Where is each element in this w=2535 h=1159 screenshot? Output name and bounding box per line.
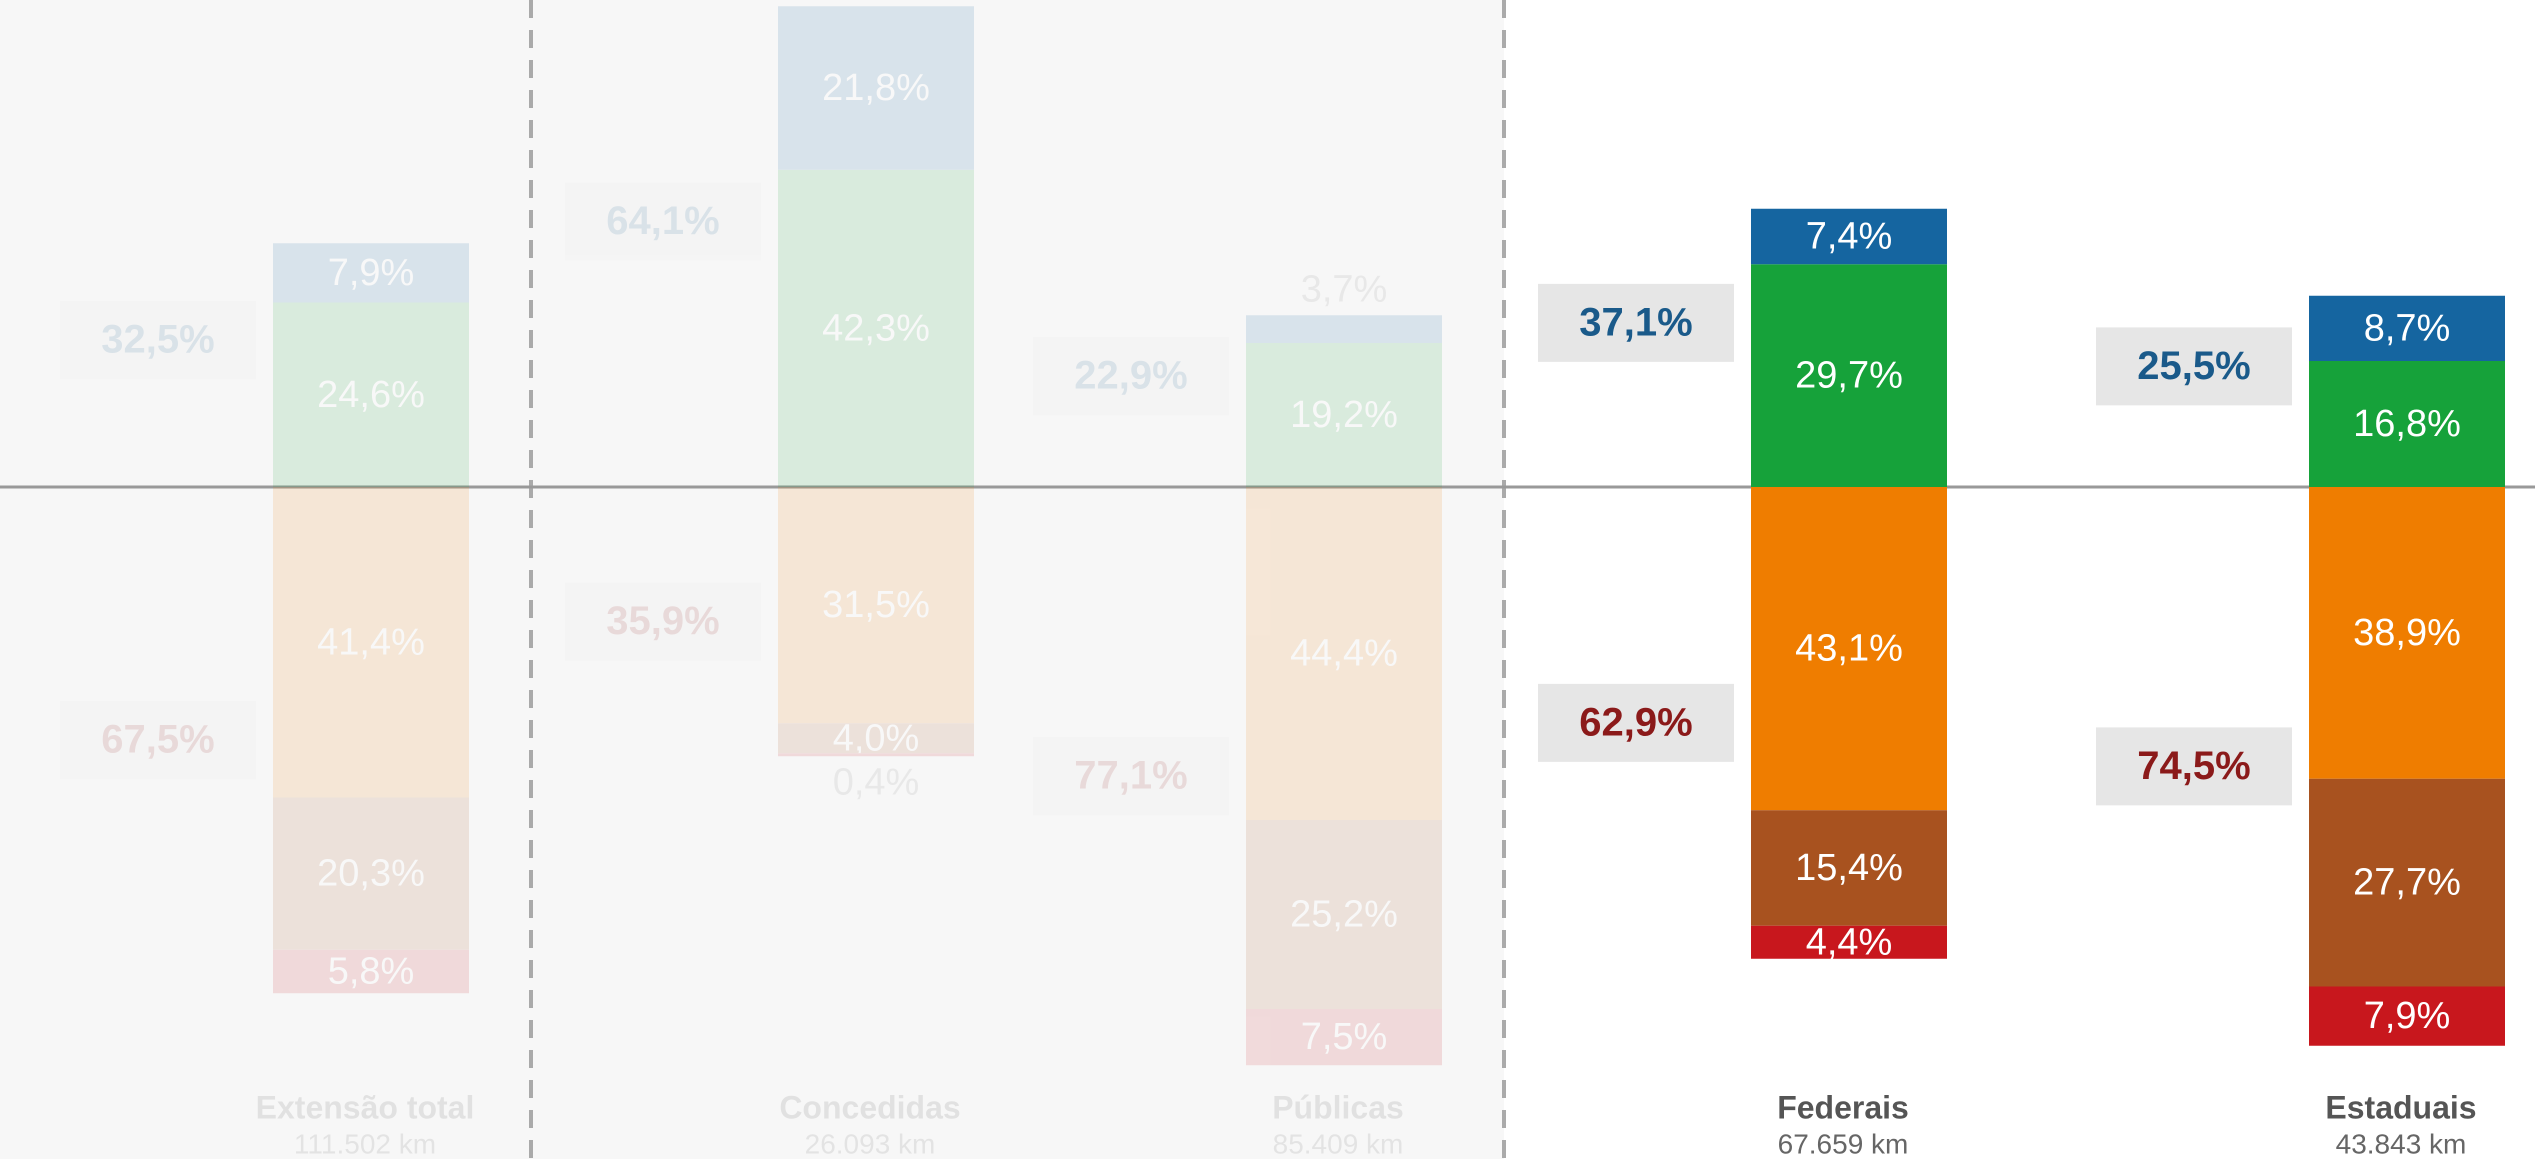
bar-group: 16,8% 8,7% 38,9% 27,7% 7,9% 25,5% 74,5% Estadua…	[2096, 295, 2505, 1159]
segment-label: 38,9%	[2353, 612, 2461, 654]
total-box	[60, 301, 256, 380]
bar-segment	[1246, 820, 1442, 1009]
bar-segment	[778, 487, 974, 724]
total-label: 32,5%	[101, 318, 214, 362]
total-label: 74,5%	[2137, 744, 2250, 788]
segment-label: 3,7%	[1301, 268, 1388, 310]
bar-segment	[273, 243, 469, 303]
bar-segment	[2309, 295, 2505, 361]
segment-label: 21,8%	[822, 67, 930, 109]
bar-segment	[1751, 925, 1947, 959]
category-sublabel: 85.409 km	[1273, 1128, 1404, 1159]
bar-segment	[1246, 1009, 1442, 1066]
bar-group: 29,7% 7,4% 43,1% 15,4% 4,4% 37,1% 62,9% Federai…	[1538, 208, 1947, 1159]
segment-label: 4,4%	[1806, 921, 1893, 963]
segment-label: 24,6%	[317, 374, 425, 416]
bar-segment	[2309, 487, 2505, 779]
segment-label: 27,7%	[2353, 862, 2461, 904]
bar-segment	[1751, 810, 1947, 926]
total-label: 77,1%	[1074, 754, 1187, 798]
segment-label: 0,4%	[833, 761, 920, 803]
category-label: Públicas	[1272, 1089, 1404, 1125]
segment-label: 29,7%	[1795, 355, 1903, 397]
category-label: Extensão total	[256, 1089, 475, 1125]
category-label: Concedidas	[779, 1089, 960, 1125]
category-sublabel: 67.659 km	[1778, 1128, 1909, 1159]
total-box	[2096, 327, 2292, 406]
segment-label: 7,9%	[2364, 995, 2451, 1037]
total-label: 64,1%	[606, 199, 719, 243]
segment-label: 7,5%	[1301, 1016, 1388, 1058]
total-label: 37,1%	[1579, 300, 1692, 344]
bar-group: 19,2% 3,7% 44,4% 25,2% 7,5% 22,9% 77,1% Pública…	[1033, 268, 1442, 1159]
bar-segment	[778, 753, 974, 757]
segment-label: 19,2%	[1290, 394, 1398, 436]
bar-segment	[2309, 778, 2505, 987]
faded-panel	[0, 0, 1504, 1159]
segment-label: 31,5%	[822, 584, 930, 626]
total-box	[1033, 337, 1229, 416]
total-box	[2096, 727, 2292, 806]
bar-segment	[1246, 315, 1442, 343]
bar-segment	[273, 487, 469, 798]
bar-segment	[778, 723, 974, 754]
total-label: 35,9%	[606, 599, 719, 643]
category-label: Federais	[1777, 1089, 1909, 1125]
segment-label: 41,4%	[317, 621, 425, 663]
total-box	[565, 582, 761, 661]
bar-group: 24,6% 7,9% 41,4% 20,3% 5,8% 32,5% 67,5% Extensã…	[60, 243, 474, 1159]
segment-label: 8,7%	[2364, 307, 2451, 349]
segment-label: 25,2%	[1290, 894, 1398, 936]
bar-segment	[1246, 343, 1442, 487]
bar-segment	[2309, 986, 2505, 1046]
bar-segment	[273, 302, 469, 487]
segment-label: 7,4%	[1806, 216, 1893, 258]
segment-label: 16,8%	[2353, 403, 2461, 445]
bar-segment	[273, 797, 469, 950]
bar-segment	[1751, 264, 1947, 487]
category-sublabel: 43.843 km	[2336, 1128, 2467, 1159]
segment-label: 42,3%	[822, 307, 930, 349]
bar-segment	[273, 949, 469, 994]
segment-label: 4,0%	[833, 717, 920, 759]
category-sublabel: 26.093 km	[805, 1128, 936, 1159]
segment-label: 5,8%	[328, 951, 415, 993]
category-label: Estaduais	[2325, 1089, 2476, 1125]
segment-label: 20,3%	[317, 853, 425, 895]
bar-segment	[1751, 487, 1947, 811]
total-label: 25,5%	[2137, 344, 2250, 388]
bar-segment	[1246, 487, 1442, 820]
bar-segment	[778, 169, 974, 487]
total-label: 67,5%	[101, 718, 214, 762]
segment-label: 15,4%	[1795, 847, 1903, 889]
segment-label: 7,9%	[328, 252, 415, 294]
total-box	[1538, 683, 1734, 762]
bar-segment	[778, 6, 974, 170]
category-sublabel: 111.502 km	[294, 1128, 436, 1159]
segment-label: 44,4%	[1290, 633, 1398, 675]
bar-segment	[2309, 361, 2505, 487]
segment-label: 43,1%	[1795, 628, 1903, 670]
bar-segment	[1751, 208, 1947, 265]
total-box	[60, 701, 256, 780]
bar-group: 42,3% 21,8% 31,5% 4,0%0,4% 64,1% 35,9% Concedi…	[565, 6, 974, 1159]
total-box	[565, 182, 761, 261]
total-label: 62,9%	[1579, 700, 1692, 744]
total-label: 22,9%	[1074, 354, 1187, 398]
total-box	[1538, 283, 1734, 362]
total-box	[1033, 737, 1229, 816]
